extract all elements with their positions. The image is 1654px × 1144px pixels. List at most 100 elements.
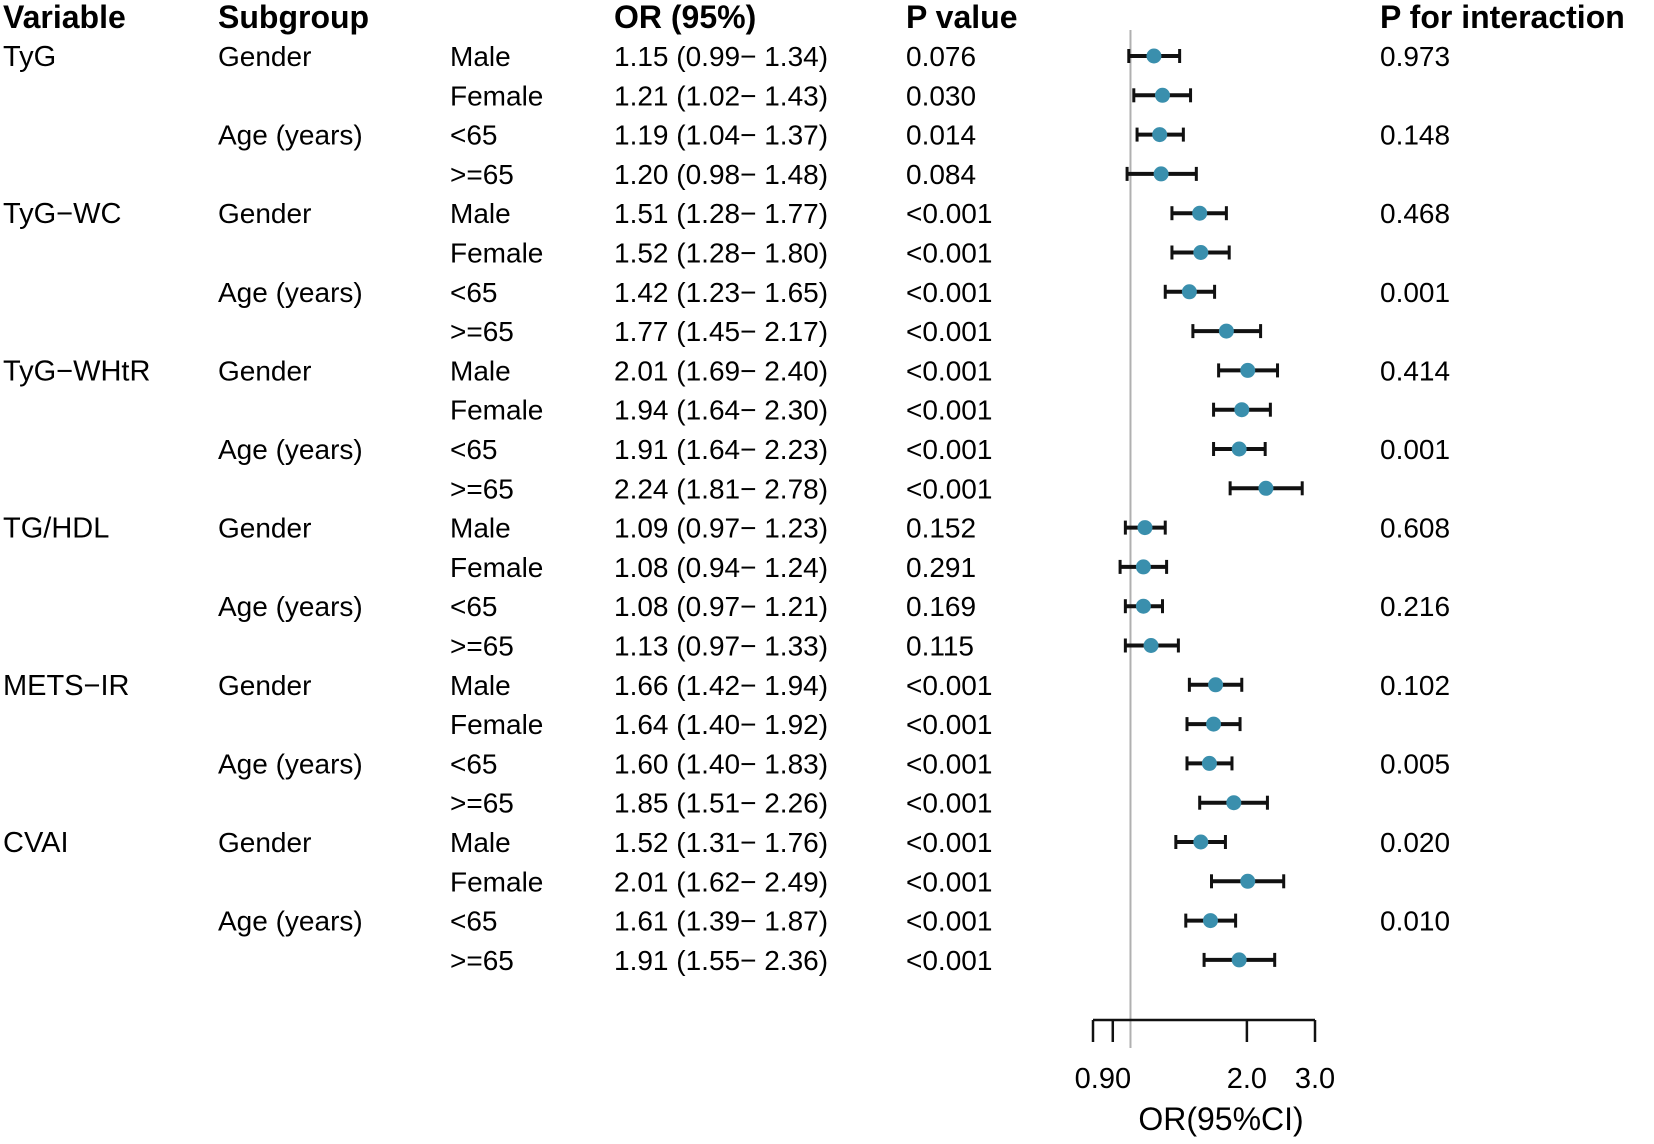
p-value: <0.001: [906, 827, 992, 858]
p-value: <0.001: [906, 395, 992, 426]
x-axis: 0.90 2.0 3.0: [1075, 1018, 1335, 1095]
level-label: <65: [450, 591, 498, 622]
header-p-interaction: P for interaction: [1380, 0, 1625, 35]
or-point: [1231, 952, 1247, 968]
level-label: <65: [450, 748, 498, 779]
or-point: [1193, 245, 1209, 260]
p-interaction-value: 0.468: [1380, 198, 1450, 229]
header-or: OR (95%): [614, 0, 756, 35]
or-ci-text: 1.13 (0.97− 1.33): [614, 631, 828, 662]
p-interaction-value: 0.005: [1380, 748, 1450, 779]
or-ci-text: 2.01 (1.69− 2.40): [614, 355, 828, 386]
variable-label: TG/HDL: [3, 513, 109, 545]
or-ci-text: 1.85 (1.51− 2.26): [614, 788, 828, 819]
p-value: 0.030: [906, 80, 976, 111]
p-interaction-value: 0.102: [1380, 670, 1450, 701]
or-point: [1226, 795, 1242, 811]
or-point: [1135, 598, 1151, 614]
or-ci-text: 1.94 (1.64− 2.30): [614, 395, 828, 426]
table-row: Female 1.64 (1.40− 1.92) <0.001: [450, 709, 992, 740]
or-ci-text: 1.42 (1.23− 1.65): [614, 277, 828, 308]
x-tick-label: 2.0: [1227, 1063, 1267, 1095]
p-value: <0.001: [906, 748, 992, 779]
column-headers: Variable Subgroup OR (95%) P value P for…: [3, 0, 1625, 35]
or-point: [1152, 127, 1168, 143]
p-value: <0.001: [906, 866, 992, 897]
subgroup-label: Gender: [218, 513, 311, 544]
x-tick-label: 3.0: [1295, 1063, 1335, 1095]
level-label: <65: [450, 434, 498, 465]
p-interaction-value: 0.010: [1380, 906, 1450, 937]
table-row: Age (years) <65 1.61 (1.39− 1.87) <0.001 0.0…: [218, 906, 1450, 937]
table-row: >=65 1.91 (1.55− 2.36) <0.001: [450, 945, 992, 976]
level-label: Female: [450, 395, 543, 426]
or-ci-text: 1.51 (1.28− 1.77): [614, 198, 828, 229]
p-value: <0.001: [906, 906, 992, 937]
or-ci-text: 1.77 (1.45− 2.17): [614, 316, 828, 347]
p-value: 0.014: [906, 120, 976, 151]
table-row: Age (years) <65 1.91 (1.64− 2.23) <0.001 0.0…: [218, 434, 1450, 465]
table-row: Female 1.52 (1.28− 1.80) <0.001: [450, 238, 992, 269]
or-point: [1192, 205, 1208, 221]
table-row: Female 2.01 (1.62− 2.49) <0.001: [450, 866, 992, 897]
level-label: <65: [450, 906, 498, 937]
p-value: <0.001: [906, 709, 992, 740]
p-interaction-value: 0.148: [1380, 120, 1450, 151]
table-row: TyG Gender Male 1.15 (0.99− 1.34) 0.076 0.973: [3, 41, 1450, 73]
subgroup-label: Age (years): [218, 120, 363, 151]
or-point: [1234, 402, 1250, 418]
level-label: Male: [450, 670, 511, 701]
table-row: Female 1.94 (1.64− 2.30) <0.001: [450, 395, 992, 426]
or-ci-text: 1.09 (0.97− 1.23): [614, 513, 828, 544]
p-value: <0.001: [906, 355, 992, 386]
or-point: [1240, 873, 1256, 889]
table-row: TG/HDL Gender Male 1.09 (0.97− 1.23) 0.152 0.…: [3, 513, 1450, 545]
level-label: >=65: [450, 159, 514, 190]
level-label: Male: [450, 198, 511, 229]
level-label: Male: [450, 355, 511, 386]
p-value: 0.076: [906, 41, 976, 72]
or-ci-text: 1.52 (1.28− 1.80): [614, 238, 828, 269]
p-interaction-value: 0.973: [1380, 41, 1450, 72]
table-row: Age (years) <65 1.42 (1.23− 1.65) <0.001 0.0…: [218, 277, 1450, 308]
x-axis-label: OR(95%CI): [1138, 1101, 1303, 1137]
or-point: [1218, 323, 1234, 339]
variable-label: TyG−WC: [3, 198, 121, 230]
or-ci-text: 1.64 (1.40− 1.92): [614, 709, 828, 740]
subgroup-label: Gender: [218, 41, 311, 72]
level-label: Female: [450, 709, 543, 740]
table-row: >=65 1.20 (0.98− 1.48) 0.084: [450, 159, 976, 190]
p-value: 0.152: [906, 513, 976, 544]
level-label: >=65: [450, 473, 514, 504]
or-point: [1193, 834, 1209, 850]
table-rows: TyG Gender Male 1.15 (0.99− 1.34) 0.076 0.973…: [3, 41, 1450, 976]
or-point: [1181, 284, 1197, 300]
table-row: >=65 2.24 (1.81− 2.78) <0.001: [450, 473, 992, 504]
level-label: >=65: [450, 945, 514, 976]
p-interaction-value: 0.216: [1380, 591, 1450, 622]
level-label: <65: [450, 120, 498, 151]
forest-marks: [1118, 48, 1304, 968]
subgroup-label: Age (years): [218, 277, 363, 308]
p-interaction-value: 0.001: [1380, 434, 1450, 465]
subgroup-label: Age (years): [218, 434, 363, 465]
or-point: [1258, 480, 1274, 496]
or-ci-text: 1.60 (1.40− 1.83): [614, 748, 828, 779]
subgroup-label: Age (years): [218, 748, 363, 779]
subgroup-label: Gender: [218, 355, 311, 386]
or-point: [1206, 716, 1222, 732]
level-label: >=65: [450, 788, 514, 819]
or-point: [1135, 559, 1151, 575]
or-point: [1231, 441, 1247, 457]
or-ci-text: 1.66 (1.42− 1.94): [614, 670, 828, 701]
subgroup-label: Age (years): [218, 906, 363, 937]
subgroup-label: Gender: [218, 198, 311, 229]
or-ci-text: 1.91 (1.55− 2.36): [614, 945, 828, 976]
or-point: [1202, 913, 1218, 929]
level-label: Female: [450, 238, 543, 269]
table-row: Female 1.08 (0.94− 1.24) 0.291: [450, 552, 976, 583]
p-value: <0.001: [906, 434, 992, 465]
or-point: [1143, 638, 1159, 653]
level-label: Male: [450, 513, 511, 544]
